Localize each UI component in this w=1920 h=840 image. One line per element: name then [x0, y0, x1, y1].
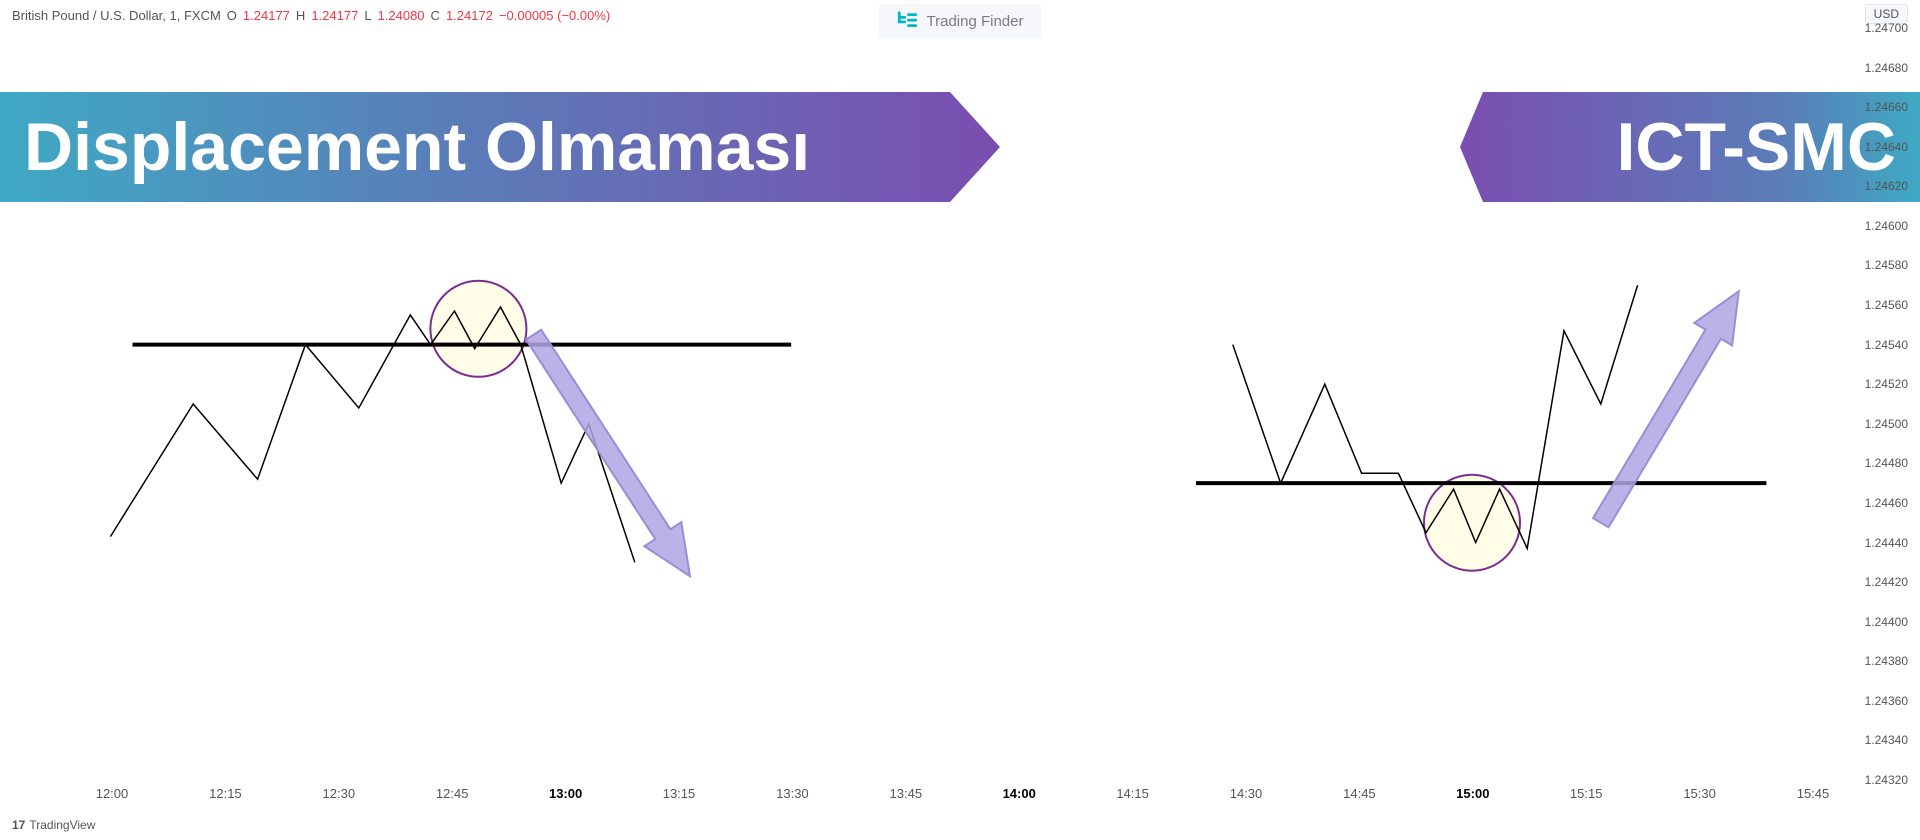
y-tick: 1.24580	[1865, 258, 1908, 272]
y-tick: 1.24480	[1865, 456, 1908, 470]
l-label: L	[364, 8, 371, 23]
y-tick: 1.24500	[1865, 417, 1908, 431]
y-axis: 1.247001.246801.246601.246401.246201.246…	[1848, 28, 1908, 780]
y-tick: 1.24560	[1865, 298, 1908, 312]
x-tick: 12:45	[436, 786, 469, 801]
chart-header: British Pound / U.S. Dollar, 1, FXCM O 1.…	[12, 8, 610, 23]
x-tick: 13:45	[890, 786, 923, 801]
y-tick: 1.24340	[1865, 733, 1908, 747]
x-tick: 15:00	[1456, 786, 1489, 801]
x-tick: 13:30	[776, 786, 809, 801]
y-tick: 1.24380	[1865, 654, 1908, 668]
pair-label: British Pound / U.S. Dollar, 1, FXCM	[12, 8, 221, 23]
banner-left-text: Displacement Olmaması	[24, 108, 810, 186]
y-tick: 1.24600	[1865, 219, 1908, 233]
y-tick: 1.24680	[1865, 61, 1908, 75]
x-tick: 14:15	[1116, 786, 1149, 801]
x-tick: 15:15	[1570, 786, 1603, 801]
tradingview-icon: 17	[12, 818, 25, 832]
l-value: 1.24080	[378, 8, 425, 23]
x-tick: 12:00	[96, 786, 129, 801]
c-value: 1.24172	[446, 8, 493, 23]
y-tick: 1.24700	[1865, 21, 1908, 35]
x-tick: 13:15	[663, 786, 696, 801]
footer-attribution: 17 TradingView	[12, 818, 95, 832]
tradingview-label: TradingView	[29, 818, 95, 832]
o-value: 1.24177	[243, 8, 290, 23]
y-tick: 1.24620	[1865, 179, 1908, 193]
o-label: O	[227, 8, 237, 23]
y-tick: 1.24660	[1865, 100, 1908, 114]
x-axis: 12:00 12:15 12:30 12:45 13:00 13:15 13:30 13:45…	[40, 786, 1840, 806]
y-tick: 1.24540	[1865, 338, 1908, 352]
banner-left: Displacement Olmaması	[0, 92, 1000, 202]
y-tick: 1.24440	[1865, 536, 1908, 550]
y-tick: 1.24360	[1865, 694, 1908, 708]
h-label: H	[296, 8, 305, 23]
brand-text: Trading Finder	[927, 13, 1024, 30]
x-tick: 15:30	[1683, 786, 1716, 801]
x-tick: 14:45	[1343, 786, 1376, 801]
y-tick: 1.24400	[1865, 615, 1908, 629]
change-value: −0.00005 (−0.00%)	[499, 8, 610, 23]
y-tick: 1.24460	[1865, 496, 1908, 510]
y-tick: 1.24320	[1865, 773, 1908, 787]
x-tick: 14:30	[1230, 786, 1263, 801]
y-tick: 1.24640	[1865, 140, 1908, 154]
x-tick: 13:00	[549, 786, 582, 801]
x-tick: 12:30	[323, 786, 356, 801]
x-tick: 12:15	[209, 786, 242, 801]
y-tick: 1.24520	[1865, 377, 1908, 391]
c-label: C	[431, 8, 440, 23]
x-tick: 15:45	[1797, 786, 1830, 801]
x-tick: 14:00	[1003, 786, 1036, 801]
h-value: 1.24177	[311, 8, 358, 23]
y-tick: 1.24420	[1865, 575, 1908, 589]
